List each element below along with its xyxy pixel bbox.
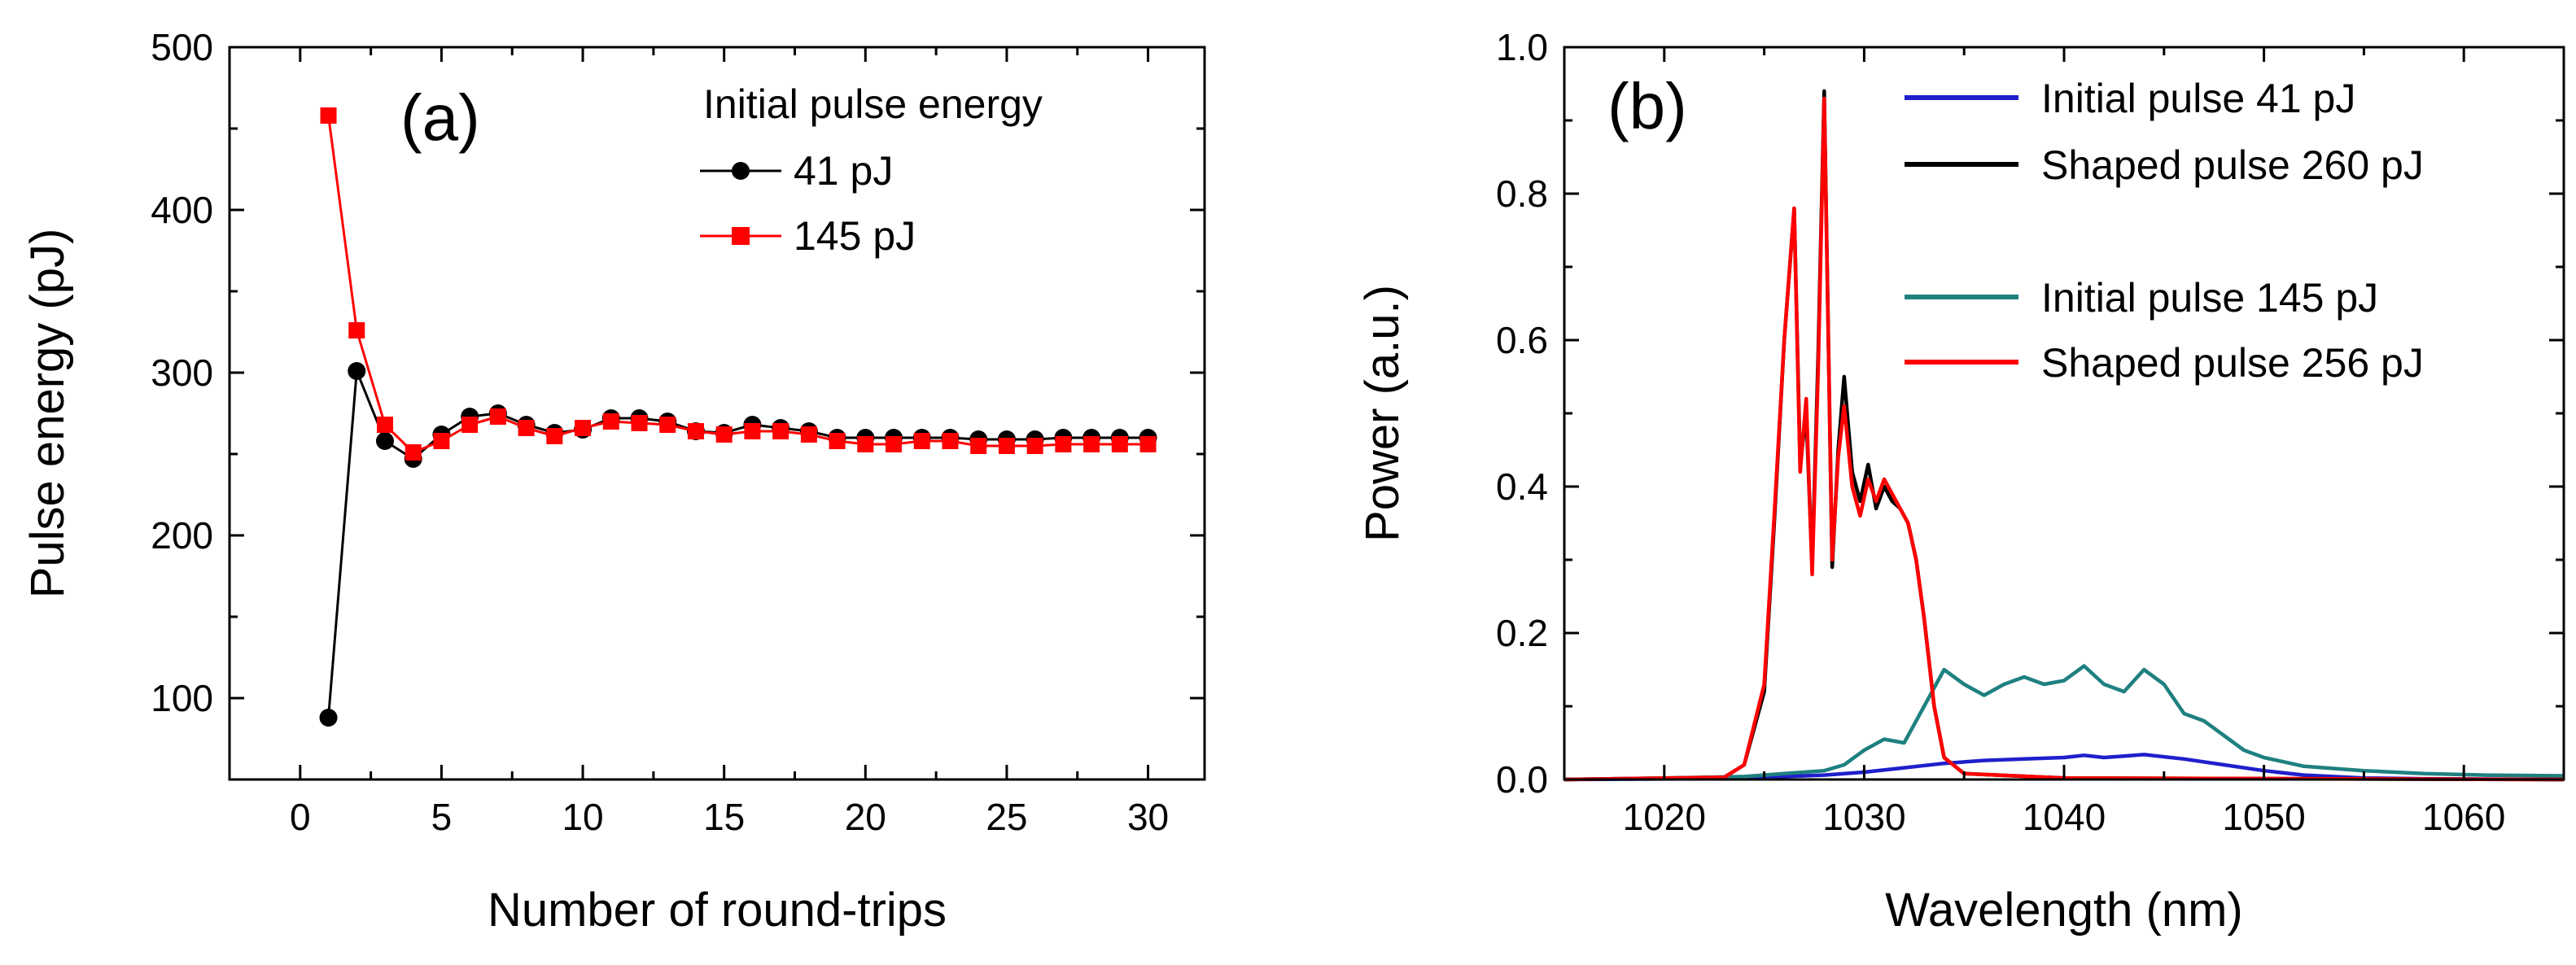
panel-a-x-tick-label: 25 [986, 796, 1027, 838]
panel-a-plot-frame [228, 46, 1206, 781]
panel-a-y-axis-title: Pulse energy (pJ) [21, 229, 74, 599]
panel-a-legend-marker-41pj [732, 162, 750, 180]
panel-a-ticks: 0 5 10 15 20 25 30 100 200 300 400 500 [151, 26, 1205, 838]
panel-b-legend-label-shaped-260pj: Shaped pulse 260 pJ [2041, 142, 2424, 188]
panel-a-x-tick-label: 30 [1127, 796, 1169, 838]
panel-a-point-145-pj [744, 423, 761, 439]
panel-a-point-145-pj [602, 413, 619, 430]
panel-a-point-145-pj [433, 433, 450, 449]
panel-b-x-tick-label: 1050 [2222, 796, 2305, 838]
panel-a-legend: Initial pulse energy 41 pJ 145 pJ [700, 81, 1043, 259]
panel-b-series-line-initial-pulse-145-pj [1564, 664, 2565, 782]
panel-b-y-tick-label: 0.0 [1496, 758, 1548, 801]
panel-a-point-145-pj [942, 433, 959, 449]
panel-a-data-layer [319, 107, 1157, 727]
panel-a-y-tick-label: 400 [151, 189, 213, 231]
panel-a-point-145-pj [489, 408, 506, 425]
panel-b-legend: Initial pulse 41 pJ Shaped pulse 260 pJ … [1905, 76, 2424, 386]
panel-b-legend-label-shaped-256pj: Shaped pulse 256 pJ [2041, 340, 2424, 386]
panel-a-legend-label-41pj: 41 pJ [794, 148, 893, 194]
panel-b-legend-label-initial-41pj: Initial pulse 41 pJ [2041, 76, 2355, 121]
panel-a-point-41-pj [319, 709, 338, 727]
panel-a-y-tick-label: 500 [151, 26, 213, 68]
panel-a-point-145-pj [546, 428, 563, 444]
panel-b-series-line-initial-pulse-41-pj [1564, 753, 2565, 782]
panel-a-point-145-pj [1083, 436, 1100, 452]
panel-a-point-145-pj [829, 433, 846, 449]
panel-a: 0 5 10 15 20 25 30 100 200 300 400 500 (a) Number o… [21, 26, 1206, 937]
panel-a-point-145-pj [687, 423, 704, 439]
panel-a-point-145-pj [998, 438, 1015, 454]
panel-a-point-145-pj [518, 420, 535, 436]
panel-a-x-tick-label: 15 [703, 796, 745, 838]
panel-a-point-145-pj [715, 426, 733, 443]
panel-a-point-145-pj [970, 438, 987, 454]
panel-a-series-line-41-pj [327, 369, 1148, 718]
panel-b-x-tick-label: 1030 [1822, 796, 1905, 838]
panel-b-y-tick-label: 0.6 [1496, 319, 1548, 361]
panel-a-point-145-pj [1055, 436, 1072, 452]
panel-a-point-41-pj [348, 362, 366, 380]
panel-a-x-tick-label: 0 [290, 796, 311, 838]
panel-b-y-tick-label: 1.0 [1496, 26, 1548, 68]
panel-a-legend-title: Initial pulse energy [703, 81, 1043, 127]
panel-a-point-145-pj [1111, 436, 1128, 452]
panel-b: 1020 1030 1040 1050 1060 0.0 0.2 0.4 0.6 0.8 1.0 (… [1356, 26, 2565, 937]
panel-a-point-145-pj [1026, 438, 1043, 454]
panel-a-point-145-pj [631, 415, 648, 431]
panel-b-x-tick-label: 1020 [1623, 796, 1706, 838]
panel-a-legend-marker-145pj [732, 227, 750, 245]
panel-a-y-tick-label: 300 [151, 352, 213, 394]
panel-b-y-tick-label: 0.2 [1496, 612, 1548, 654]
panel-a-point-145-pj [913, 433, 930, 449]
panel-a-point-145-pj [320, 107, 337, 124]
panel-a-point-145-pj [857, 436, 874, 452]
panel-a-point-145-pj [1139, 436, 1157, 452]
panel-a-point-145-pj [575, 420, 592, 436]
panel-a-point-145-pj [376, 417, 393, 433]
panel-a-point-145-pj [659, 417, 676, 433]
panel-b-y-tick-label: 0.4 [1496, 465, 1548, 508]
panel-a-point-145-pj [800, 426, 817, 443]
panel-b-legend-label-initial-145pj: Initial pulse 145 pJ [2041, 275, 2378, 321]
panel-a-point-145-pj [348, 322, 365, 338]
panel-a-x-tick-label: 10 [562, 796, 603, 838]
panel-a-point-41-pj [375, 432, 394, 450]
panel-a-point-145-pj [461, 417, 479, 433]
panel-b-x-tick-label: 1040 [2023, 796, 2106, 838]
panel-a-x-tick-label: 5 [431, 796, 453, 838]
panel-b-ticks: 1020 1030 1040 1050 1060 0.0 0.2 0.4 0.6 0.8 1.0 [1496, 26, 2564, 838]
panel-a-x-tick-label: 20 [845, 796, 886, 838]
panel-a-y-tick-label: 100 [151, 677, 213, 719]
panel-b-x-tick-label: 1060 [2422, 796, 2505, 838]
panel-a-point-145-pj [886, 436, 903, 452]
panel-b-y-axis-title: Power (a.u.) [1356, 285, 1409, 542]
panel-b-x-axis-title: Wavelength (nm) [1885, 884, 2242, 937]
panel-b-y-tick-label: 0.8 [1496, 172, 1548, 215]
panel-a-point-145-pj [405, 444, 422, 461]
panel-a-point-145-pj [772, 423, 789, 439]
panel-a-x-axis-title: Number of round-trips [488, 884, 947, 937]
panel-a-label: (a) [400, 81, 480, 154]
panel-b-label: (b) [1607, 70, 1687, 142]
panel-b-series-line-shaped-pulse-256-pj [1564, 96, 2565, 782]
panel-b-series-line-shaped-pulse-260-pj [1564, 89, 2565, 782]
panel-a-legend-label-145pj: 145 pJ [794, 213, 916, 259]
panel-b-data-layer [1564, 89, 2565, 782]
panel-a-y-tick-label: 200 [151, 514, 213, 557]
